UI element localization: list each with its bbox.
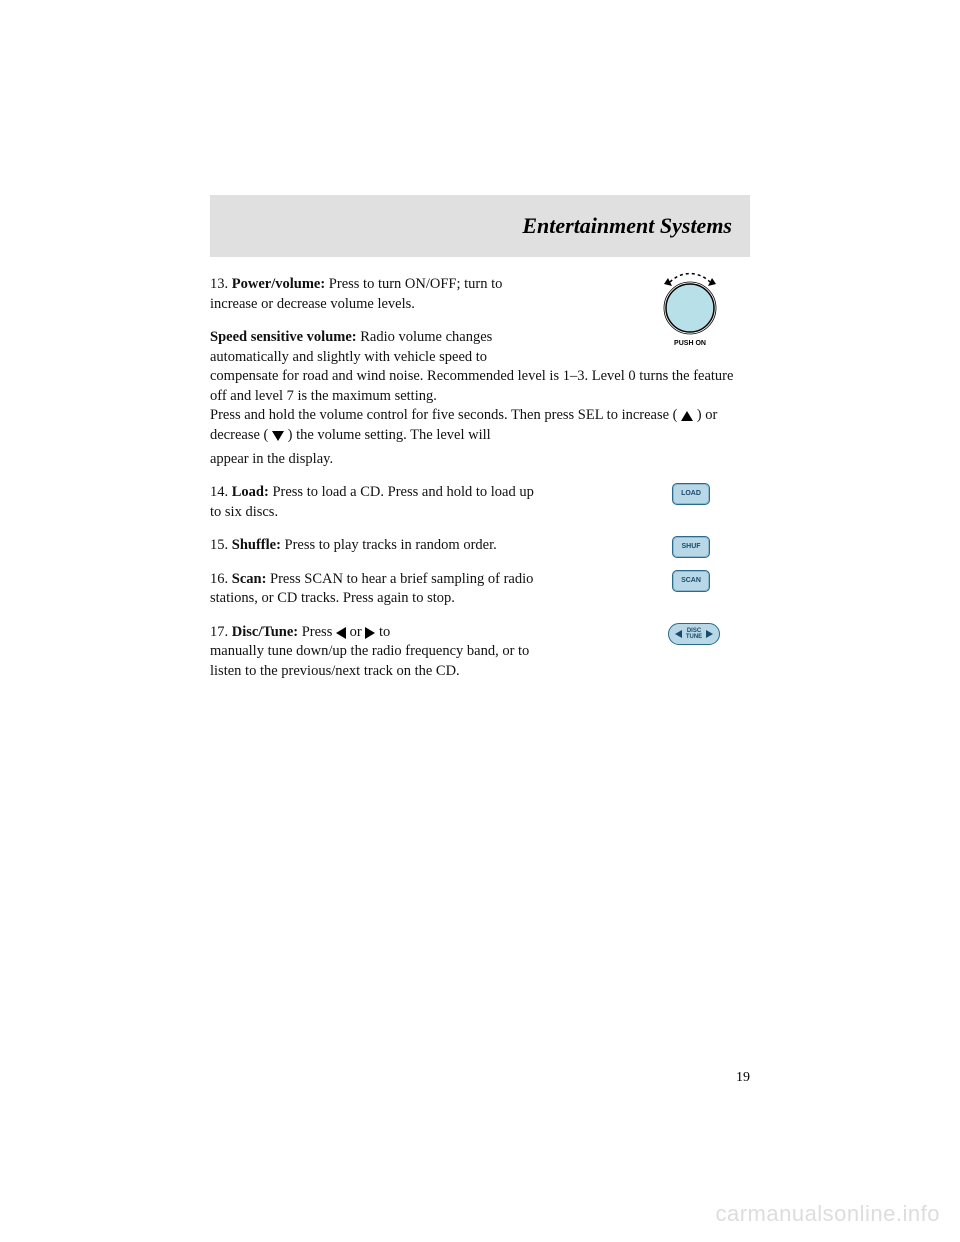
text-part: Press xyxy=(298,624,336,640)
triangle-right-icon xyxy=(365,627,375,639)
text-part: ) the volume setting. The level will xyxy=(288,427,491,443)
triangle-down-icon xyxy=(272,431,284,441)
item-number: 16. xyxy=(210,571,228,587)
tune-button-illustration: DISCTUNE xyxy=(668,623,720,645)
section-header: Entertainment Systems xyxy=(210,195,750,257)
item-number: 14. xyxy=(210,484,228,500)
item-label: Disc/Tune: xyxy=(232,624,298,640)
item-scan: 16. Scan: Press SCAN to hear a brief sam… xyxy=(210,570,750,609)
item-desc-b: compensate for road and wind noise. Reco… xyxy=(210,367,750,406)
item-desc-rest: manually tune down/up the radio frequenc… xyxy=(210,642,540,681)
item-text-narrow: Speed sensitive volume: Radio volume cha… xyxy=(210,328,540,367)
scan-button-illustration: SCAN xyxy=(672,570,710,592)
section-title: Entertainment Systems xyxy=(522,213,732,239)
text-part: or xyxy=(346,624,365,640)
item-load: 14. Load: Press to load a CD. Press and … xyxy=(210,483,750,522)
manual-page: Entertainment Systems 13. Power/volume: … xyxy=(210,195,750,696)
item-desc-d: appear in the display. xyxy=(210,450,750,470)
item-number: 17. xyxy=(210,624,228,640)
text-part: Press and hold the volume control for fi… xyxy=(210,407,678,423)
item-label: Scan: xyxy=(232,571,267,587)
item-label: Speed sensitive volume: xyxy=(210,329,357,345)
item-text: 17. Disc/Tune: Press or to manually tune… xyxy=(210,623,540,682)
item-speed-sensitive: Speed sensitive volume: Radio volume cha… xyxy=(210,328,750,469)
watermark: carmanualsonline.info xyxy=(715,1201,940,1227)
item-desc-c: Press and hold the volume control for fi… xyxy=(210,406,750,445)
item-number: 15. xyxy=(210,537,228,553)
item-number: 13. xyxy=(210,276,228,292)
item-label: Power/volume: xyxy=(232,276,325,292)
item-text: 15. Shuffle: Press to play tracks in ran… xyxy=(210,536,540,556)
load-button-icon: LOAD xyxy=(672,483,710,505)
item-text: 13. Power/volume: Press to turn ON/OFF; … xyxy=(210,275,540,314)
content-body: 13. Power/volume: Press to turn ON/OFF; … xyxy=(210,275,750,682)
triangle-right-icon xyxy=(706,630,713,638)
triangle-left-icon xyxy=(675,630,682,638)
load-button-illustration: LOAD xyxy=(672,483,710,505)
shuffle-button-illustration: SHUF xyxy=(672,536,710,558)
item-text: 14. Load: Press to load a CD. Press and … xyxy=(210,483,540,522)
tune-button-icon: DISCTUNE xyxy=(668,623,720,645)
triangle-up-icon xyxy=(681,411,693,421)
item-label: Shuffle: xyxy=(232,537,281,553)
item-disc-tune: 17. Disc/Tune: Press or to manually tune… xyxy=(210,623,750,682)
shuffle-button-icon: SHUF xyxy=(672,536,710,558)
item-power-volume: 13. Power/volume: Press to turn ON/OFF; … xyxy=(210,275,750,314)
item-label: Load: xyxy=(232,484,269,500)
page-number: 19 xyxy=(736,1070,750,1086)
item-text: 16. Scan: Press SCAN to hear a brief sam… xyxy=(210,570,540,609)
item-shuffle: 15. Shuffle: Press to play tracks in ran… xyxy=(210,536,750,556)
scan-button-icon: SCAN xyxy=(672,570,710,592)
item-desc: Press to play tracks in random order. xyxy=(281,537,497,553)
text-part: to xyxy=(375,624,390,640)
tune-button-label: DISCTUNE xyxy=(686,628,702,640)
triangle-left-icon xyxy=(336,627,346,639)
